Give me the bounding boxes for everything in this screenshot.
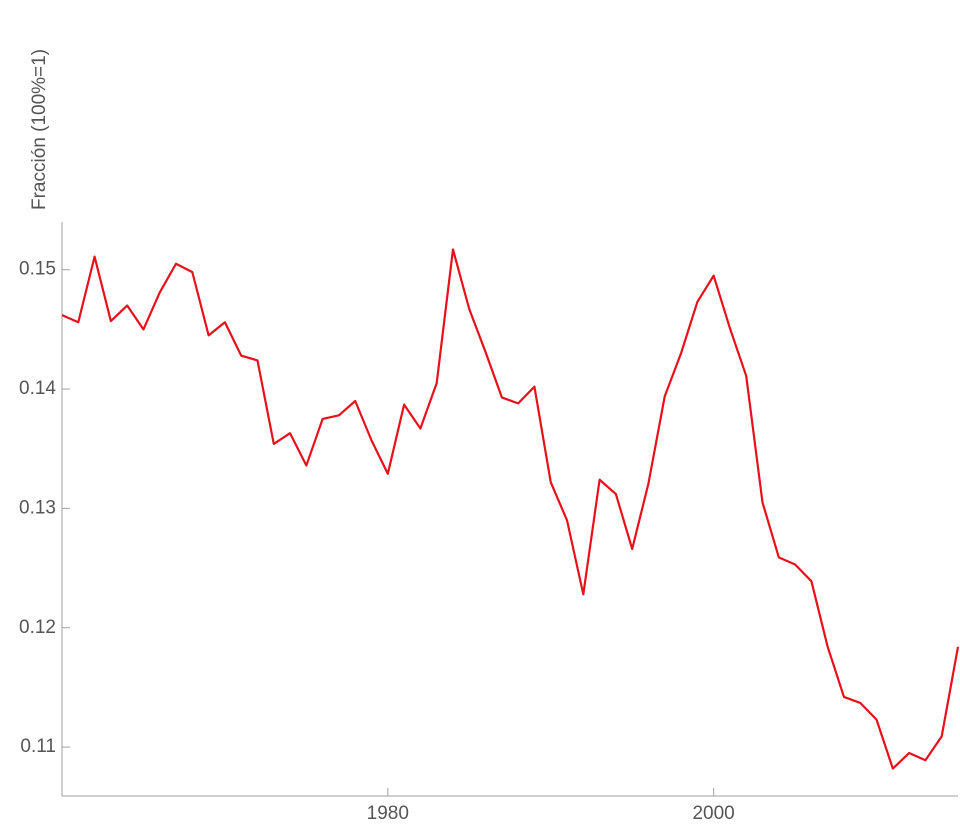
x-tick-label: 1980: [367, 803, 409, 824]
y-tick-label: 0.14: [19, 378, 56, 399]
data-line: [61, 248, 960, 770]
y-axis-label: Fracción (100%=1): [29, 49, 50, 210]
y-tick-label: 0.13: [19, 497, 56, 518]
y-tick-label: 0.15: [19, 259, 56, 280]
y-tick-label: 0.12: [19, 617, 56, 638]
y-tick-label: 0.11: [20, 736, 56, 757]
x-tick-label: 2000: [692, 803, 734, 824]
